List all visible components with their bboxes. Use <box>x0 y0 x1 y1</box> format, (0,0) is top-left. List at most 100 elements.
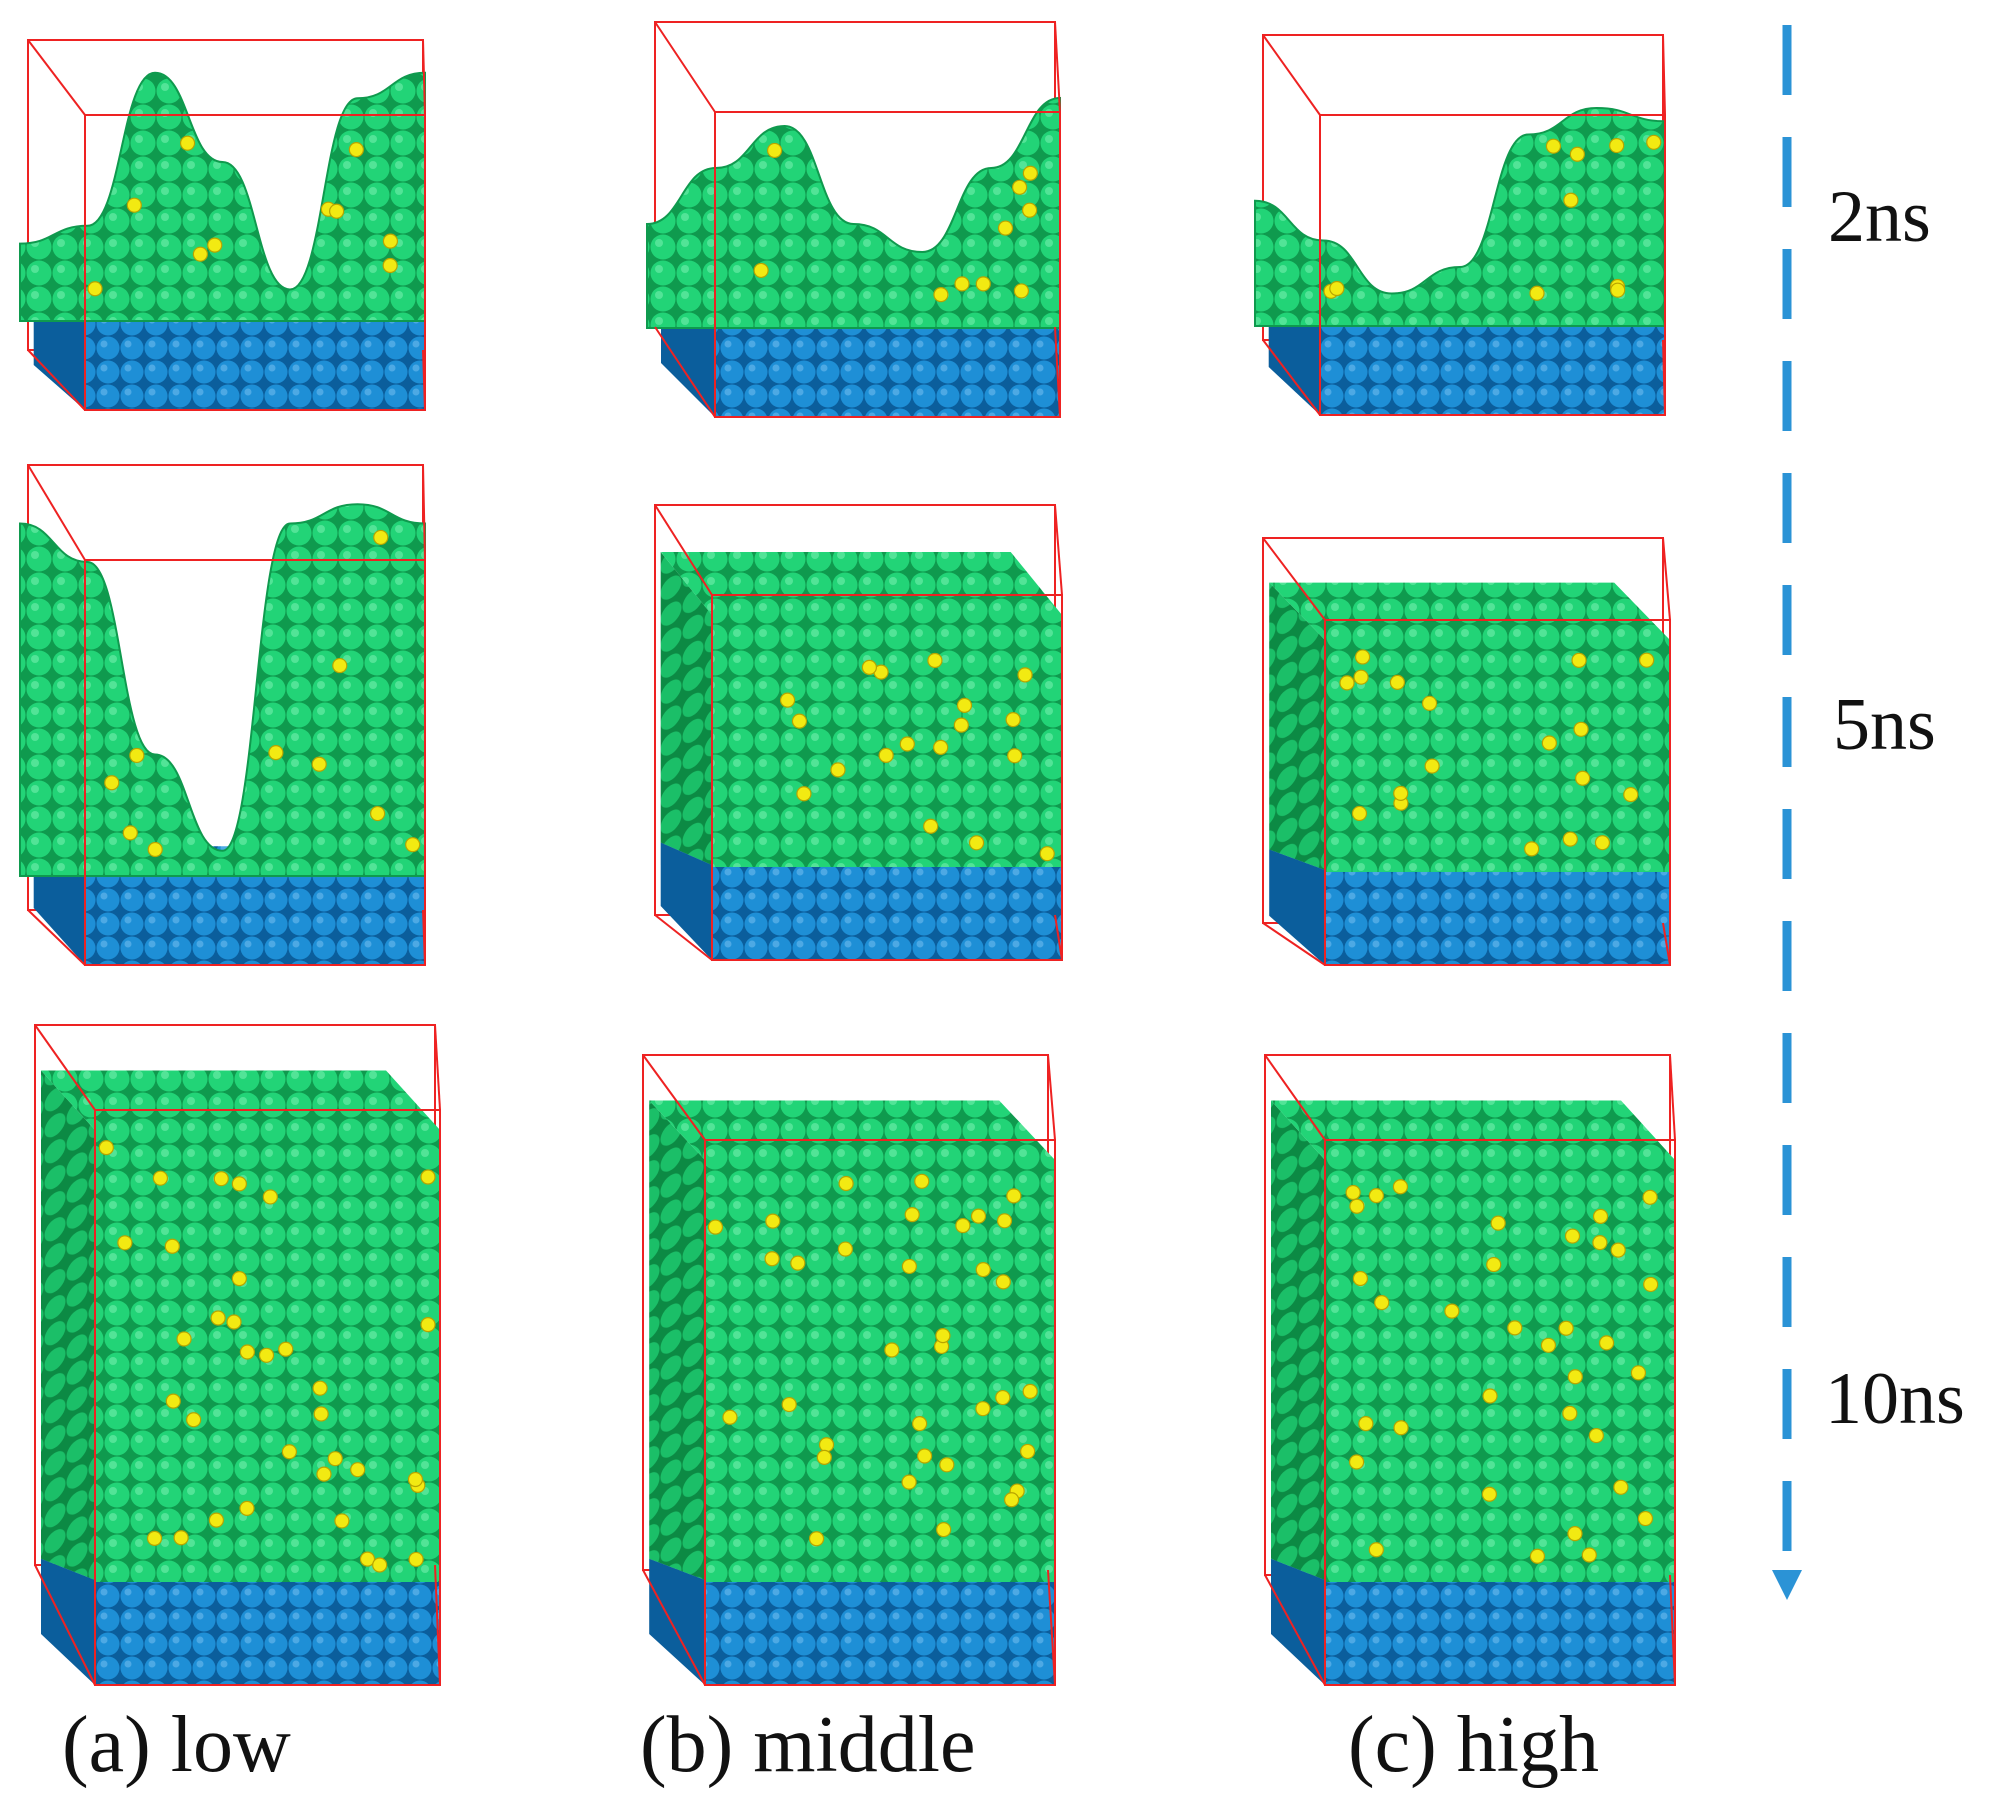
dopant-atom <box>278 1341 294 1357</box>
dopant-atom <box>268 744 284 761</box>
film-islands <box>19 71 426 322</box>
dopant-atom <box>1022 202 1038 218</box>
dopant-atom <box>239 1500 255 1516</box>
dopant-atom <box>408 1551 424 1568</box>
dopant-atom <box>956 697 973 713</box>
sim-box-front-face <box>714 111 1061 418</box>
sim-box-edge <box>1662 339 1666 416</box>
dopant-atom <box>1006 1188 1022 1204</box>
sim-box-front-face <box>84 559 426 966</box>
dopant-atom <box>955 1217 971 1234</box>
sim-box-edge <box>654 914 713 961</box>
sim-box-front-face <box>704 1139 1056 1686</box>
dopant-atom <box>126 197 142 213</box>
dopant-atom <box>382 257 398 274</box>
film-top <box>660 552 1062 615</box>
film-side <box>41 1070 95 1580</box>
dopant-atom <box>231 1176 247 1192</box>
dopant-atom <box>1623 786 1639 803</box>
dopant-atom <box>348 142 364 158</box>
dopant-atom <box>327 1451 343 1467</box>
dopant-atom <box>98 1140 114 1156</box>
dopant-atom <box>1558 1320 1574 1336</box>
dopant-atom <box>1374 1295 1390 1311</box>
sim-box-edge <box>422 464 426 561</box>
dopant-atom <box>796 786 812 802</box>
dopant-atom <box>1005 712 1021 728</box>
substrate-side <box>1268 300 1320 415</box>
dopant-atom <box>1345 1184 1361 1201</box>
dopant-atom <box>935 1328 951 1344</box>
film-islands <box>1254 106 1666 327</box>
dopant-atom <box>407 1471 424 1488</box>
dopant-atom <box>226 1314 242 1330</box>
dopant-atom <box>1643 1276 1659 1293</box>
sim-box-edge <box>1262 537 1326 621</box>
dopant-atom <box>420 1169 436 1185</box>
substrate-front <box>712 865 1062 960</box>
film-top <box>41 1070 440 1130</box>
dopant-atom <box>258 1347 275 1363</box>
sim-box-edge <box>422 39 426 116</box>
dopant-atom <box>975 276 991 292</box>
sim-box-edge <box>1264 1574 1326 1686</box>
dopant-atom <box>1610 1242 1626 1258</box>
dopant-atom <box>186 1412 202 1428</box>
sim-box-edge <box>422 909 426 966</box>
dopant-atom <box>923 818 939 834</box>
sim-box-edge <box>34 1564 96 1686</box>
substrate-side <box>1269 849 1325 965</box>
dopant-atom <box>1012 179 1028 195</box>
sim-box-edge <box>654 326 716 418</box>
dopant-atom <box>1609 137 1625 154</box>
sim-box-front-face <box>1324 1139 1676 1686</box>
dopant-atom <box>722 1409 738 1425</box>
dopant-atom <box>1594 835 1611 851</box>
dopant-atom <box>231 1271 247 1287</box>
dopant-atom <box>766 142 783 159</box>
dopant-atom <box>996 1213 1013 1229</box>
substrate-side <box>1271 1558 1325 1685</box>
dopant-atom <box>1639 652 1655 668</box>
dopant-atom <box>1353 669 1369 685</box>
dopant-atom <box>1352 1270 1368 1287</box>
substrate-front <box>85 315 425 410</box>
dopant-atom <box>995 1389 1011 1406</box>
snapshot-high-t10 <box>1264 1054 1676 1686</box>
dopant-atom <box>1567 1369 1583 1385</box>
snapshot-middle-t2 <box>646 21 1061 418</box>
substrate-side <box>660 842 712 960</box>
sim-box-edge <box>1262 339 1321 416</box>
dopant-atom <box>1567 1525 1583 1542</box>
snapshot-high-t5 <box>1262 537 1671 966</box>
dopant-atom <box>878 747 894 764</box>
film-side <box>660 552 712 865</box>
dopant-atom <box>830 762 846 778</box>
dopant-atom <box>1368 1188 1384 1204</box>
dopant-atom <box>1482 1388 1498 1404</box>
dopant-atom <box>837 1241 853 1257</box>
sim-box-edge <box>27 464 86 561</box>
sim-box-edge <box>434 1024 441 1111</box>
sim-box-edge <box>1047 1054 1056 1141</box>
dopant-atom <box>1562 1405 1578 1421</box>
film-side <box>1271 1100 1325 1580</box>
dopant-atom <box>1013 283 1029 299</box>
dopant-atom <box>1646 134 1662 150</box>
dopant-atom <box>791 713 808 729</box>
dopant-atom <box>781 1396 797 1413</box>
sim-box-edge <box>1264 1054 1326 1141</box>
dopant-atom <box>954 276 970 292</box>
film-islands <box>646 96 1061 329</box>
dopant-atom <box>1588 1427 1604 1444</box>
dopant-atom <box>936 1522 952 1538</box>
film-side <box>649 1100 705 1580</box>
dopant-atom <box>382 233 399 249</box>
film-side <box>1269 582 1325 870</box>
substrate-front <box>95 1580 440 1685</box>
dopant-atom <box>968 835 985 851</box>
time-label-5ns: 5ns <box>1833 684 1936 766</box>
dopant-atom <box>1351 805 1368 822</box>
dopant-atom <box>975 1261 991 1278</box>
